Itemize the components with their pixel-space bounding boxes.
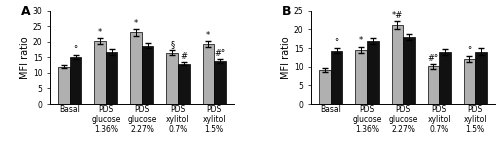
Bar [464,59,475,104]
Bar [58,67,70,104]
Bar [392,25,403,104]
Bar [70,57,82,104]
Text: #°: #° [428,54,439,63]
Text: §: § [170,40,174,49]
Bar [202,44,214,104]
Bar [403,37,414,104]
Text: *#: *# [392,11,403,20]
Bar [331,51,342,104]
Text: *: * [359,36,364,45]
Bar [428,66,439,104]
Bar [320,70,331,104]
Bar [178,64,190,104]
Bar [214,61,226,104]
Text: B: B [282,5,291,18]
Text: *: * [98,28,102,37]
Bar [356,50,367,104]
Bar [106,52,118,104]
Text: A: A [20,5,30,18]
Bar [94,41,106,104]
Text: #°: #° [214,49,226,58]
Text: #: # [180,52,188,61]
Bar [439,52,450,104]
Bar [475,52,486,104]
Text: °: ° [468,46,471,55]
Text: *: * [134,19,138,28]
Bar [367,41,378,104]
Bar [166,53,178,104]
Text: *: * [206,31,210,40]
Bar [142,46,154,104]
Text: °: ° [74,45,78,54]
Text: °: ° [334,38,339,47]
Bar [130,32,142,104]
Y-axis label: MFI ratio: MFI ratio [281,36,291,79]
Y-axis label: MFI ratio: MFI ratio [20,36,30,79]
